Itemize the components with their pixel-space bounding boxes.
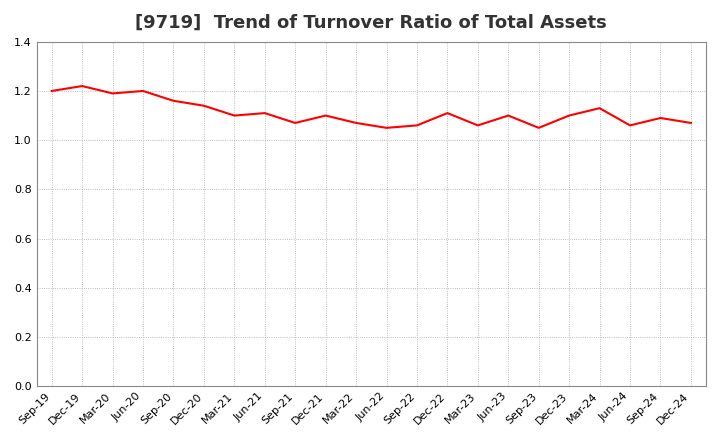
Title: [9719]  Trend of Turnover Ratio of Total Assets: [9719] Trend of Turnover Ratio of Total … <box>135 14 607 32</box>
